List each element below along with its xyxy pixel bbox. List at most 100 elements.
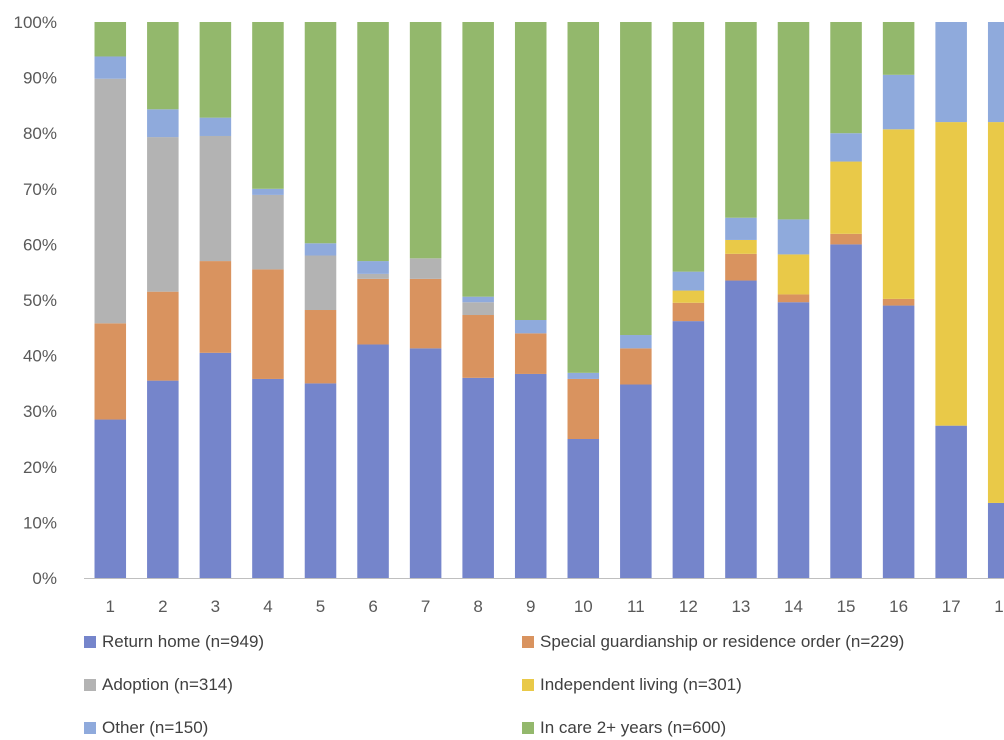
bar-segment [252, 269, 284, 379]
x-tick-label: 10 [574, 597, 593, 616]
bar-segment [567, 378, 600, 439]
bar-segment [777, 294, 810, 303]
legend-label: Adoption (n=314) [102, 675, 233, 694]
bar-segment [620, 348, 652, 385]
y-axis: 0% 10% 20% 30% 40% 50% 60% 70% 80% 90% 100% [14, 13, 57, 588]
bar-segment [725, 22, 757, 218]
x-tick-label: 16 [889, 597, 908, 616]
bar-stack-7 [409, 22, 442, 578]
bar-segment [357, 344, 389, 578]
bar-segment [304, 310, 337, 384]
bar-segment [882, 298, 915, 306]
bar-stack-13 [725, 22, 757, 578]
bar-segment [672, 271, 705, 291]
x-tick-label: 4 [263, 597, 272, 616]
bar-segment [94, 56, 127, 79]
x-tick-label: 17 [942, 597, 961, 616]
y-tick-label: 40% [23, 347, 57, 366]
bar-segment [620, 22, 652, 336]
bar-segment [777, 302, 810, 578]
bar-segment [409, 258, 442, 279]
bar-segment [357, 278, 389, 345]
legend-swatch [522, 679, 534, 691]
x-tick-label: 7 [421, 597, 430, 616]
bar-segment [357, 273, 389, 279]
x-tick-label: 2 [158, 597, 167, 616]
legend-swatch [522, 636, 534, 648]
bar-segment [672, 321, 705, 578]
bar-segment [304, 22, 337, 244]
bar-segment [94, 323, 127, 420]
bar-segment [357, 22, 389, 262]
bar-segment [199, 117, 232, 136]
bar-segment [882, 74, 915, 130]
legend-item-special-guardianship: Special guardianship or residence order … [522, 632, 904, 652]
bar-segment [567, 439, 600, 578]
bar-segment [725, 280, 757, 578]
bar-segment [147, 291, 179, 381]
bar-segment [514, 22, 547, 321]
bar-stack-8 [462, 22, 494, 578]
bar-segment [514, 320, 547, 334]
bar-stack-15 [830, 22, 862, 578]
bar-segment [462, 315, 494, 378]
bar-stack-11 [620, 22, 652, 578]
legend-item-independent-living: Independent living (n=301) [522, 675, 742, 695]
bar-segment [514, 373, 547, 578]
bar-stack-1 [94, 22, 127, 578]
bar-segment [935, 122, 967, 426]
bar-segment [672, 22, 705, 272]
bar-segment [620, 384, 652, 578]
legend-swatch [522, 722, 534, 734]
x-tick-label: 15 [837, 597, 856, 616]
bar-stack-4 [252, 22, 284, 578]
bar-segment [567, 372, 600, 379]
bar-segment [252, 378, 284, 578]
legend-item-return-home: Return home (n=949) [84, 632, 264, 652]
bar-segment [462, 302, 494, 316]
y-tick-label: 60% [23, 235, 57, 254]
bar-segment [830, 161, 862, 234]
bar-segment [672, 302, 705, 322]
x-tick-label: 5 [316, 597, 325, 616]
bar-segment [725, 253, 757, 281]
bar-stack-6 [357, 22, 389, 578]
bar-segment [409, 278, 442, 349]
legend-label: Special guardianship or residence order … [540, 632, 905, 651]
bar-segment [199, 135, 232, 262]
bar-segment [94, 22, 127, 57]
bar-segment [725, 239, 757, 254]
bar-stack-2 [147, 22, 179, 578]
bar-segment [882, 129, 915, 299]
bar-segment [199, 261, 232, 353]
bar-stack-12 [672, 22, 705, 578]
bar-segment [147, 109, 179, 138]
bar-segment [252, 22, 284, 189]
y-tick-label: 80% [23, 124, 57, 143]
legend-label: Independent living (n=301) [540, 675, 742, 694]
bar-segment [462, 296, 494, 303]
bar-segment [672, 290, 705, 303]
x-tick-label: 12 [679, 597, 698, 616]
bar-segment [357, 261, 389, 274]
legend-item-adoption: Adoption (n=314) [84, 675, 233, 695]
x-tick-label: 8 [473, 597, 482, 616]
bar-segment [567, 22, 600, 373]
bar-segment [147, 380, 179, 578]
bar-segment [987, 22, 1004, 123]
y-tick-label: 0% [32, 569, 57, 588]
bar-segment [147, 137, 179, 292]
bar-segment [304, 383, 337, 578]
x-tick-label: 18 [994, 597, 1004, 616]
bar-segment [830, 133, 862, 162]
bar-segment [935, 22, 967, 123]
x-tick-label: 6 [368, 597, 377, 616]
y-tick-label: 50% [23, 291, 57, 310]
y-tick-label: 30% [23, 402, 57, 421]
bar-stack-17 [935, 22, 967, 578]
legend-label: In care 2+ years (n=600) [540, 718, 727, 737]
bar-segment [94, 78, 127, 324]
bar-segment [777, 22, 810, 220]
